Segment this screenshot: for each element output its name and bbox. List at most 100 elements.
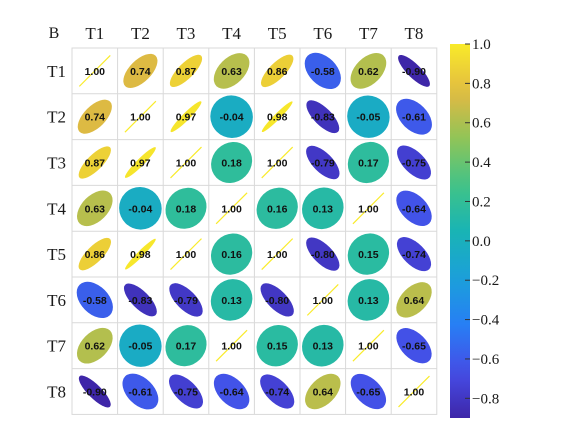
matrix-cell: 0.15 xyxy=(256,325,298,367)
matrix-cell: -0.80 xyxy=(260,283,294,317)
correlation-ellipse xyxy=(302,187,344,230)
x-tick-label: T5 xyxy=(268,24,287,43)
matrix-cell: -0.75 xyxy=(169,374,203,409)
correlation-ellipse xyxy=(398,375,430,408)
matrix-cell: 0.87 xyxy=(169,54,203,88)
correlation-ellipse xyxy=(210,233,253,275)
correlation-ellipse xyxy=(350,373,387,410)
matrix-cell: -0.75 xyxy=(397,145,431,180)
correlation-ellipse xyxy=(169,374,203,409)
correlation-ellipse xyxy=(78,54,111,87)
cell-value-label: 0.62 xyxy=(85,341,106,353)
correlation-ellipse xyxy=(396,237,432,272)
matrix-cell: 1.00 xyxy=(170,238,202,271)
cell-value-label: -0.80 xyxy=(311,249,335,261)
matrix-cell: 0.15 xyxy=(347,233,390,275)
cell-value-label: -0.65 xyxy=(402,341,426,353)
x-tick-label: T1 xyxy=(85,24,104,43)
cell-value-label: -0.05 xyxy=(356,112,380,124)
y-tick-label: T1 xyxy=(47,62,66,81)
colorbar-tick-label: −0.6 xyxy=(472,352,500,368)
colorbar-tick-label: −0.4 xyxy=(472,313,500,329)
matrix-cell: -0.83 xyxy=(306,100,340,134)
correlation-ellipse xyxy=(260,54,294,88)
colorbar-tick-label: 0.0 xyxy=(472,234,491,250)
cell-value-label: -0.79 xyxy=(174,295,198,307)
colorbar: 1.0 0.8 0.6 0.4 0.2 0.0 −0.2 −0.4 −0.6 −0.8 xyxy=(450,37,500,418)
correlation-ellipse xyxy=(256,187,298,229)
correlation-ellipse xyxy=(350,53,387,89)
cell-value-label: -0.80 xyxy=(265,295,289,307)
x-tick-label: T4 xyxy=(222,24,241,43)
matrix-cell: 1.00 xyxy=(398,375,430,408)
cell-value-label: 0.15 xyxy=(267,341,288,353)
correlation-ellipse xyxy=(76,281,113,319)
correlation-ellipse xyxy=(260,283,294,317)
cell-value-label: 1.00 xyxy=(313,295,334,307)
cell-value-label: 0.16 xyxy=(267,203,288,215)
cell-value-label: -0.79 xyxy=(311,158,335,170)
cell-value-label: 0.13 xyxy=(313,203,334,215)
correlation-ellipse xyxy=(124,147,156,178)
cell-value-label: 0.17 xyxy=(358,158,379,170)
matrix-cell: 1.00 xyxy=(215,192,248,225)
matrix-cell: 0.62 xyxy=(76,327,113,364)
matrix-cell: 0.13 xyxy=(302,324,344,367)
matrix-cell: -0.04 xyxy=(119,187,162,230)
matrix-cell: -0.58 xyxy=(304,52,341,90)
cell-value-label: 1.00 xyxy=(176,158,197,170)
cell-value-label: 1.00 xyxy=(85,66,106,78)
matrix-cell: -0.90 xyxy=(398,54,430,87)
correlation-ellipse xyxy=(119,187,162,230)
cell-value-label: 0.74 xyxy=(85,112,106,124)
y-tick-label: T6 xyxy=(47,291,66,310)
correlation-ellipse xyxy=(306,145,340,180)
cell-value-label: 1.00 xyxy=(130,112,151,124)
cell-value-label: -0.65 xyxy=(356,387,380,399)
correlation-ellipse xyxy=(170,146,202,179)
cell-value-label: 0.74 xyxy=(130,66,151,78)
correlation-ellipse xyxy=(306,237,340,271)
cell-value-label: 1.00 xyxy=(221,341,242,353)
correlation-ellipse xyxy=(396,98,432,135)
matrix-cell: 0.86 xyxy=(260,54,294,88)
correlation-ellipse xyxy=(215,192,248,225)
cell-value-label: -0.61 xyxy=(128,387,152,399)
colorbar-tick-label: 0.2 xyxy=(472,194,491,210)
correlation-ellipse xyxy=(347,141,389,184)
cell-value-label: -0.58 xyxy=(83,295,107,307)
cell-value-label: 0.98 xyxy=(267,112,288,124)
matrix-cell: 1.00 xyxy=(78,54,111,87)
matrix-cell: 0.86 xyxy=(78,237,112,271)
matrix-cell: 1.00 xyxy=(215,329,248,362)
matrix-cell: 0.62 xyxy=(350,53,387,89)
correlation-ellipse xyxy=(124,100,157,133)
cell-value-label: -0.61 xyxy=(402,112,426,124)
correlation-ellipse xyxy=(396,282,432,318)
correlation-ellipse xyxy=(119,324,162,367)
x-tick-label: T3 xyxy=(177,24,196,43)
correlation-ellipse xyxy=(347,233,390,275)
y-tick-label: T4 xyxy=(47,199,66,218)
matrix-cell: -0.05 xyxy=(347,95,390,138)
cell-value-label: 0.13 xyxy=(313,341,334,353)
correlation-ellipse xyxy=(215,329,248,362)
correlation-ellipse xyxy=(123,53,158,88)
matrix-cell: 0.97 xyxy=(170,101,202,133)
correlation-ellipse xyxy=(261,146,294,179)
correlation-ellipse xyxy=(165,187,207,229)
correlation-ellipse xyxy=(396,190,432,227)
cell-value-label: 0.64 xyxy=(404,295,425,307)
cell-value-label: -0.83 xyxy=(311,112,335,124)
x-tick-label: T8 xyxy=(405,24,424,43)
matrix-cell: -0.79 xyxy=(169,283,203,317)
cell-value-label: 0.97 xyxy=(130,158,151,170)
correlation-ellipse xyxy=(122,373,159,410)
matrix-cell: -0.90 xyxy=(78,375,111,408)
correlation-ellipse xyxy=(213,53,250,89)
cell-value-label: 0.98 xyxy=(130,249,151,261)
colorbar-tick-label: 1.0 xyxy=(472,37,491,53)
matrix-cell: -0.05 xyxy=(119,324,162,367)
